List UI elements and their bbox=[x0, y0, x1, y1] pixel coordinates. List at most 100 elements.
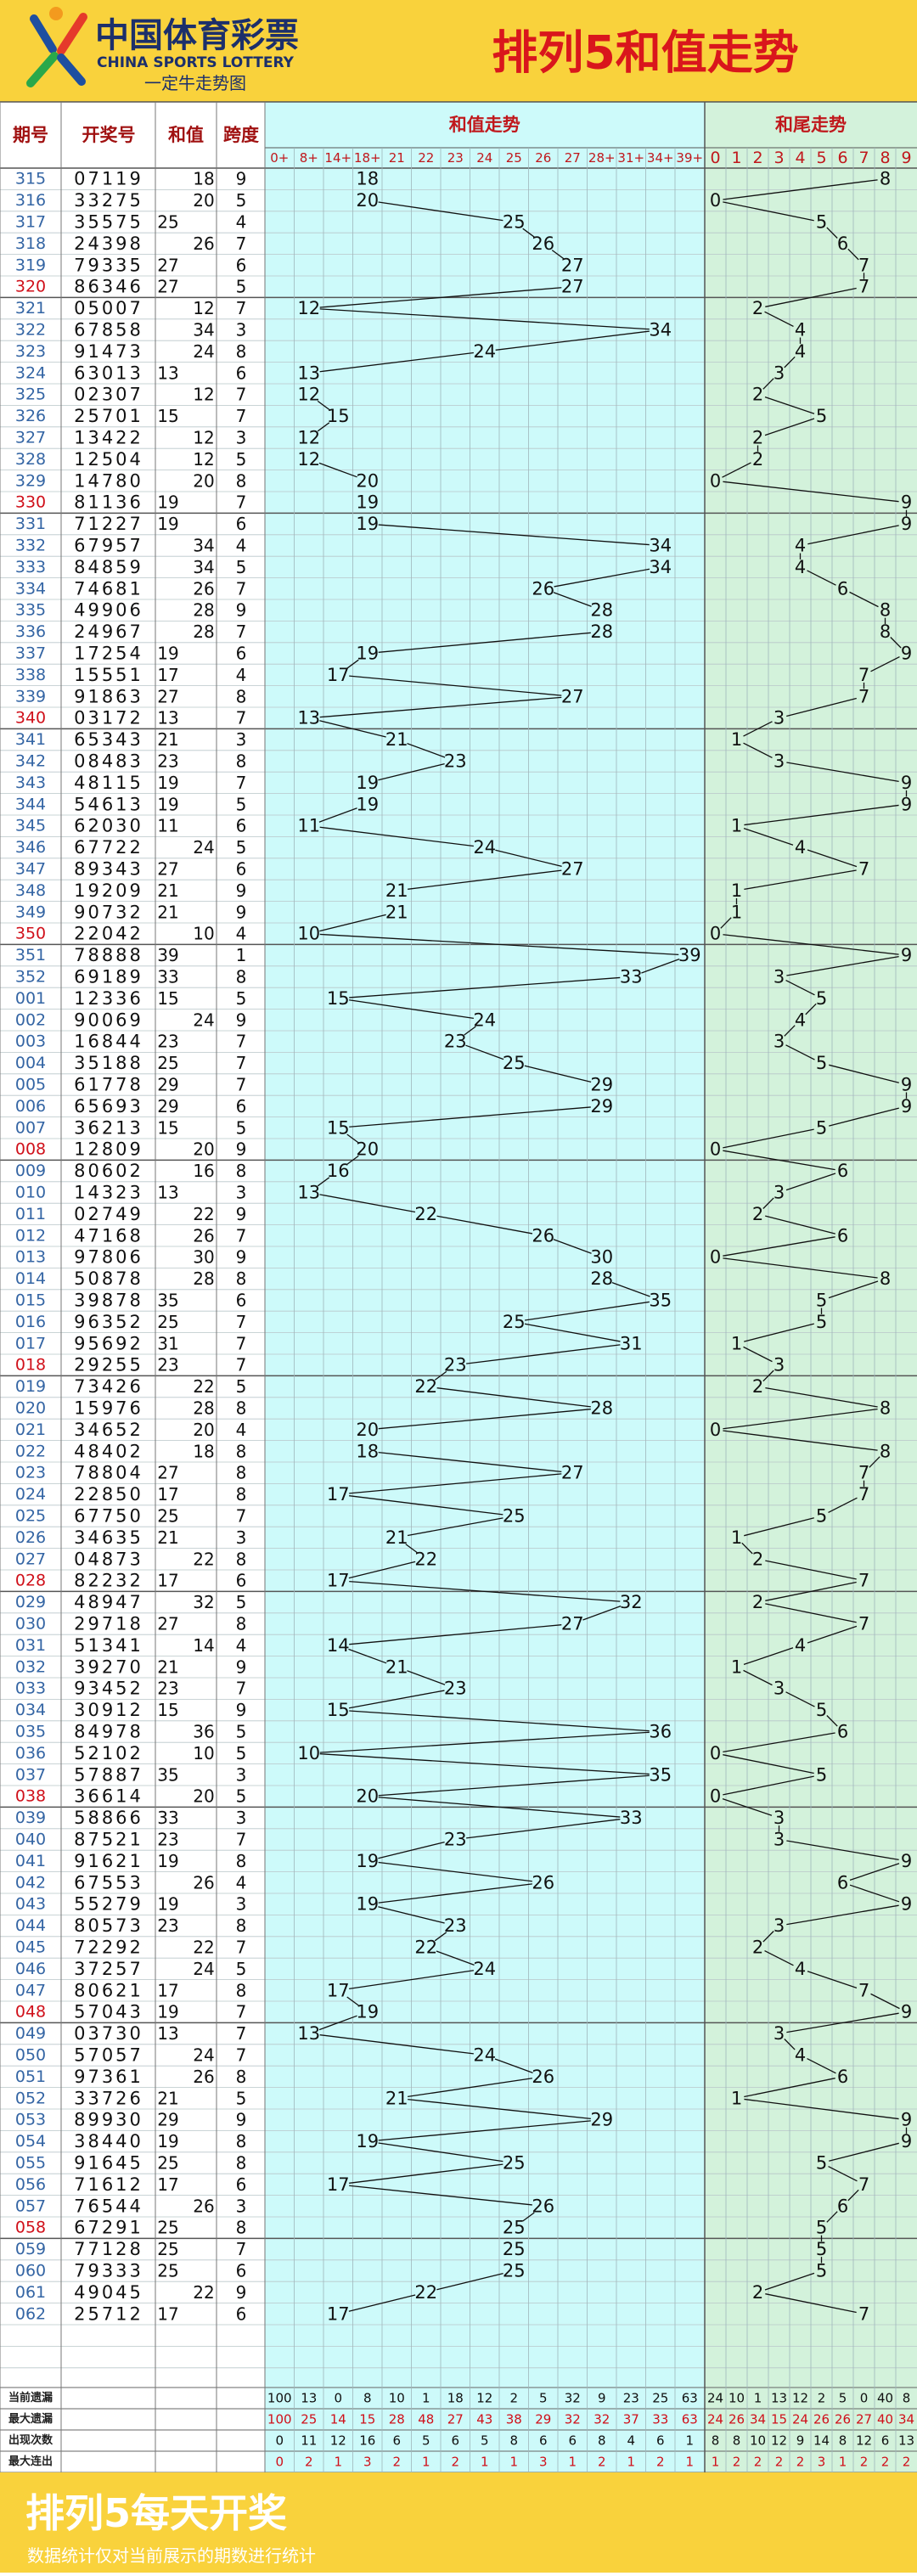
draw-number: 02749 bbox=[74, 1204, 143, 1224]
sum-point: 10 bbox=[297, 924, 320, 944]
footer-band bbox=[0, 2472, 917, 2573]
span-value: 8 bbox=[236, 341, 247, 362]
tail-point: 6 bbox=[837, 1722, 848, 1742]
span-value: 5 bbox=[236, 1959, 247, 1979]
tail-point: 7 bbox=[858, 665, 869, 685]
span-value: 8 bbox=[236, 686, 247, 706]
sum-value: 20 bbox=[193, 1139, 214, 1160]
tail-point: 5 bbox=[816, 1764, 827, 1785]
sum-trend-line bbox=[319, 287, 562, 308]
tail-point: 9 bbox=[901, 1096, 912, 1116]
stat-value: 1 bbox=[685, 2433, 694, 2449]
sum-trend-line bbox=[378, 1861, 532, 1882]
span-value: 5 bbox=[236, 1743, 247, 1763]
span-value: 3 bbox=[236, 1183, 247, 1203]
draw-number: 80621 bbox=[74, 1980, 143, 2000]
stat-label: 出现次数 bbox=[8, 2433, 53, 2447]
draw-number: 33726 bbox=[74, 2088, 143, 2108]
span-value: 7 bbox=[236, 492, 247, 513]
period: 055 bbox=[15, 2154, 46, 2173]
tail-point: 6 bbox=[837, 578, 848, 599]
span-value: 9 bbox=[236, 169, 247, 189]
tail-trend-line bbox=[723, 1430, 878, 1451]
sum-trend-line bbox=[319, 826, 474, 847]
period: 014 bbox=[15, 1269, 46, 1288]
draw-number: 91645 bbox=[74, 2153, 143, 2174]
sum-trend-line bbox=[349, 1495, 504, 1516]
column-header: 和尾走势 bbox=[775, 115, 847, 135]
tail-trend-line bbox=[723, 179, 878, 200]
sum-value: 12 bbox=[193, 298, 214, 318]
tail-point: 9 bbox=[901, 1851, 912, 1871]
period: 005 bbox=[15, 1076, 46, 1094]
sum-point: 13 bbox=[297, 1183, 320, 1203]
tail-column-label: 3 bbox=[774, 149, 784, 167]
tail-point: 9 bbox=[901, 794, 912, 814]
sum-point: 35 bbox=[649, 1291, 672, 1311]
span-value: 6 bbox=[236, 1291, 247, 1311]
draw-number: 67957 bbox=[74, 536, 143, 556]
period: 348 bbox=[15, 881, 46, 900]
span-value: 7 bbox=[236, 2045, 247, 2066]
sum-point: 19 bbox=[356, 1894, 379, 1915]
tail-point: 8 bbox=[880, 622, 891, 642]
tail-point: 2 bbox=[752, 1549, 763, 1569]
sum-value: 27 bbox=[157, 1614, 178, 1634]
draw-number: 97806 bbox=[74, 1247, 143, 1268]
sum-point: 31 bbox=[620, 1333, 643, 1353]
sum-trend-line bbox=[378, 201, 504, 222]
tail-point: 0 bbox=[710, 470, 721, 491]
tail-trend-line bbox=[765, 1215, 835, 1235]
tail-trend-line bbox=[744, 804, 899, 826]
draw-number: 63013 bbox=[74, 363, 143, 383]
sum-value: 19 bbox=[157, 644, 178, 664]
sum-point: 19 bbox=[356, 492, 379, 513]
sum-point: 26 bbox=[532, 2067, 554, 2087]
period: 059 bbox=[15, 2240, 46, 2258]
tail-trend-line bbox=[723, 1408, 878, 1430]
tail-point: 5 bbox=[816, 2218, 827, 2238]
column-header: 跨度 bbox=[223, 125, 259, 145]
span-value: 7 bbox=[236, 1032, 247, 1052]
stat-value: 18 bbox=[447, 2391, 464, 2406]
period: 031 bbox=[15, 1636, 46, 1655]
sum-value: 27 bbox=[157, 686, 178, 706]
span-value: 9 bbox=[236, 1010, 247, 1030]
sum-point: 21 bbox=[385, 902, 408, 922]
tail-trend-line bbox=[890, 637, 902, 649]
stat-label: 当前遗漏 bbox=[8, 2391, 53, 2404]
sum-trend-line bbox=[318, 807, 357, 823]
tail-point: 7 bbox=[858, 1571, 869, 1591]
sum-point: 34 bbox=[649, 557, 672, 577]
tail-point: 4 bbox=[795, 536, 806, 556]
tail-point: 1 bbox=[731, 729, 742, 750]
sum-point: 25 bbox=[503, 2261, 526, 2281]
sum-value: 27 bbox=[157, 1463, 178, 1483]
sum-value: 21 bbox=[157, 729, 178, 750]
draw-number: 50878 bbox=[74, 1268, 143, 1289]
span-value: 7 bbox=[236, 233, 247, 254]
tail-point: 3 bbox=[774, 1915, 785, 1936]
stat-value: 8 bbox=[363, 2391, 372, 2406]
sum-trend-line bbox=[319, 2034, 474, 2055]
sum-point: 18 bbox=[356, 1441, 379, 1461]
sum-value: 15 bbox=[157, 988, 178, 1009]
stat-value: 1 bbox=[627, 2455, 635, 2470]
sum-point: 23 bbox=[444, 751, 467, 772]
sum-point: 29 bbox=[590, 1075, 613, 1095]
draw-number: 62030 bbox=[74, 816, 143, 836]
tail-point: 0 bbox=[710, 1139, 721, 1160]
tail-trend-line bbox=[870, 1993, 900, 2010]
period: 040 bbox=[15, 1831, 46, 1849]
stat-label: 最大连出 bbox=[8, 2455, 53, 2468]
sum-value: 35 bbox=[157, 1291, 178, 1311]
sum-column-label: 14+ bbox=[324, 150, 352, 166]
sum-value: 26 bbox=[193, 2067, 214, 2087]
tail-trend-line bbox=[765, 2293, 857, 2314]
tail-trend-line bbox=[762, 378, 774, 390]
sum-point: 11 bbox=[297, 816, 320, 836]
tail-trend-line bbox=[764, 1949, 794, 1966]
span-value: 4 bbox=[236, 536, 247, 556]
span-value: 3 bbox=[236, 320, 247, 340]
sum-point: 12 bbox=[297, 385, 320, 405]
